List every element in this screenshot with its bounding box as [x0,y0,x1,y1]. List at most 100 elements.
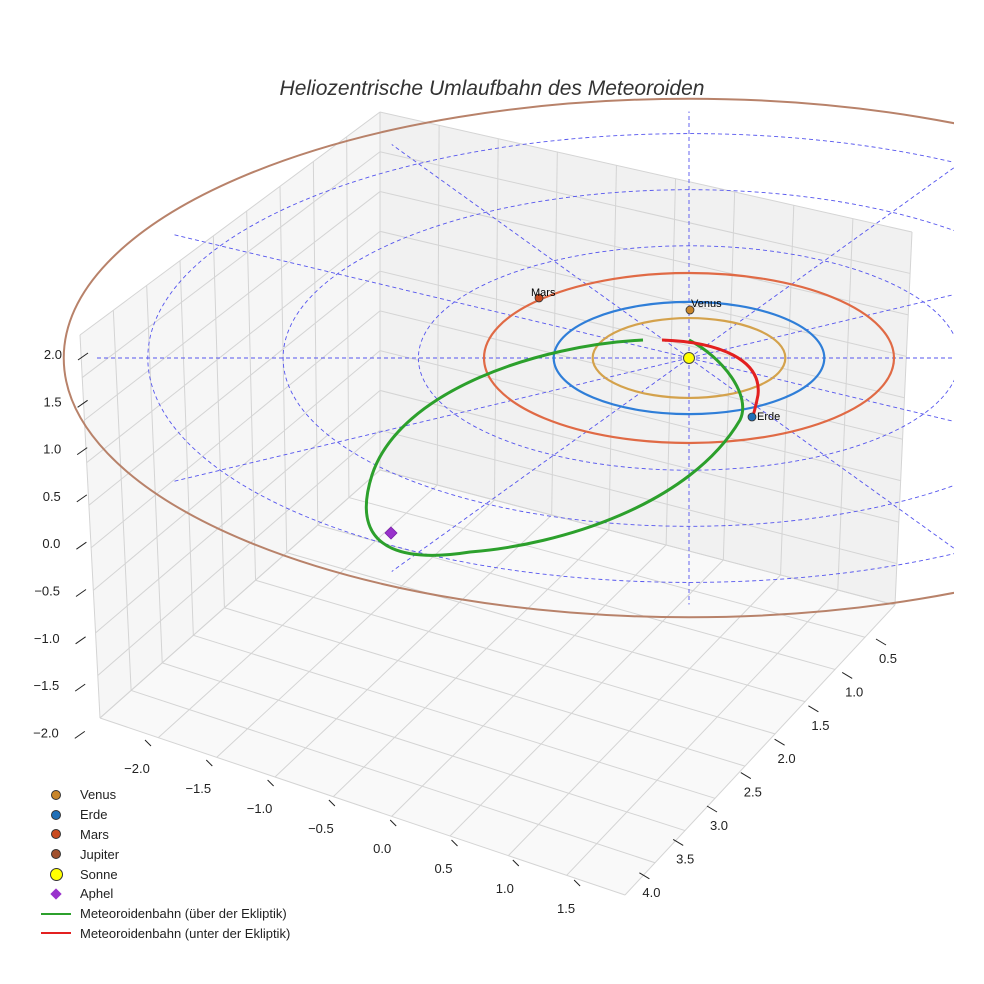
z-tick-label: −1.5 [34,678,60,693]
legend-item: Meteoroidenbahn (unter der Ekliptik) [38,924,290,944]
back-pane-gridline [894,231,913,606]
floor-gridline [379,469,896,606]
z-tick-mark [75,589,87,597]
z-tick-label: 0.0 [42,536,60,551]
floor-gridline [566,589,839,876]
y-tick-mark [672,838,684,846]
orbit-jupiter [62,97,954,619]
orbit-venus [591,316,787,400]
left-pane-gridline [312,161,319,526]
venus-label: Venus [691,298,722,310]
z-tick-mark [76,494,88,503]
meteoroid-orbit [364,338,760,557]
reference-radial [391,357,690,572]
back-pane-gridline [379,151,911,274]
back-pane-gridline [379,191,909,316]
x-tick-mark [328,799,336,807]
y-tick-mark [875,638,887,646]
left-pane-gridline [246,211,257,581]
planet-orbits [62,97,954,619]
erde-label: Erde [757,411,780,423]
z-tick-mark [74,730,86,739]
floor-gridline [391,544,667,817]
legend-symbol [38,829,74,840]
z-tick-label: 1.5 [44,394,62,409]
reference-radial [688,167,954,359]
y-tick-label: 0.5 [879,651,897,666]
left-pane-gridline [93,350,381,591]
floor-gridline [507,574,781,857]
erde-marker [747,412,757,422]
left-pane-gridline [79,111,381,336]
axis-ticks: 2.0 1.5 1.0 0.5 0.0 −0.5 −1.0 −1.5 −2.0 −2.0 −1.5 −… [33,347,897,916]
left-pane-gridline [90,310,381,549]
back-pane-gridline [379,350,901,482]
x-tick-label: −2.0 [124,761,150,776]
axis-panes [80,112,912,895]
back-pane-gridline [379,310,903,440]
left-pane-gridline [86,230,381,464]
left-pane-gridline [146,285,163,663]
legend-item: Meteoroidenbahn (über der Ekliptik) [38,904,290,924]
back-pane-gridline [379,389,899,523]
floor-gridline [624,604,896,896]
z-tick-label: −0.5 [34,584,60,599]
left-pane-gridline [81,151,381,378]
legend-label: Sonne [80,866,118,882]
legend-item: Aphel [38,884,290,904]
venus-marker [685,305,695,315]
left-pane-gridline [97,429,381,676]
chart-title: Heliozentrische Umlaufbahn des Meteoroid… [280,77,705,100]
left-pane-gridline [88,270,381,506]
left-pane-gridline [79,334,101,719]
legend-item: Sonne [38,864,290,884]
legend-symbol [38,789,74,800]
sun-marker [683,352,695,364]
floor-gridline [286,552,806,703]
legend-symbol [38,849,74,860]
back-pane-gridline [665,178,677,546]
legend-symbol [38,932,74,935]
legend-item: Erde [38,805,290,825]
x-tick-mark [144,739,152,747]
back-pane [380,112,912,605]
x-tick-mark [205,759,213,767]
left-pane [80,112,380,718]
legend-label: Venus [80,787,117,803]
reference-radial [174,234,690,359]
z-tick-label: −2.0 [33,725,59,740]
y-tick-label: 2.5 [744,785,762,800]
floor-gridline [449,559,724,837]
x-tick-label: −0.5 [308,821,334,836]
z-tick-mark [77,352,89,361]
y-tick-label: 3.0 [710,818,728,833]
y-tick-mark [774,738,785,746]
floor-gridline [130,689,656,864]
z-tick-mark [74,683,86,692]
y-tick-mark [740,772,752,780]
meteoroid-orbit-above [364,338,745,557]
z-tick-mark [76,541,87,550]
y-tick-label: 4.0 [642,885,660,900]
left-pane-gridline [346,136,350,498]
back-pane-gridline [837,218,854,591]
meteoroid-orbit-below [661,338,760,419]
back-pane-gridline [379,230,907,357]
legend-item: Jupiter [38,844,290,864]
x-tick-label: 1.5 [557,901,575,916]
z-tick-label: 0.5 [43,489,61,504]
legend-label: Meteoroidenbahn (unter der Ekliptik) [80,925,291,941]
left-pane-gridline [95,390,381,634]
floor-gridline [193,634,716,799]
floor-gridline [317,524,836,670]
orbit-erde [552,300,826,416]
x-tick-label: 0.0 [373,841,391,856]
x-tick-mark [451,839,458,847]
legend-label: Erde [80,807,108,823]
legend-symbol [38,809,74,820]
aphel-marker [384,526,398,540]
z-tick-mark [76,447,88,456]
left-pane-gridline [179,260,194,636]
mars-marker [534,293,544,303]
z-tick-mark [75,636,86,645]
